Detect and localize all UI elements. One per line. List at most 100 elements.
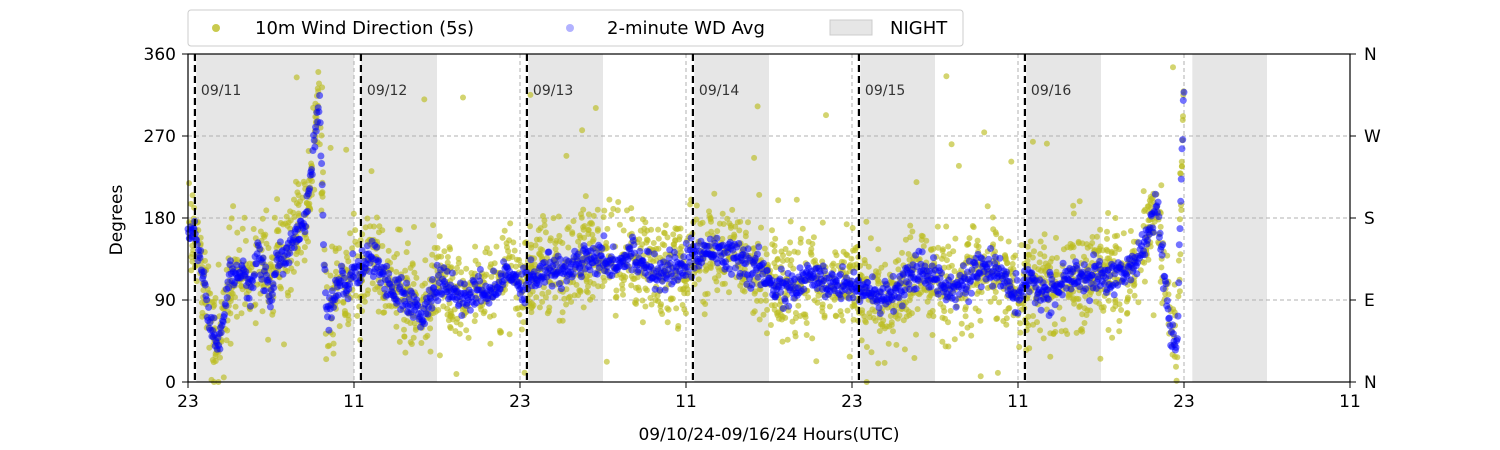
wind-direction-point xyxy=(421,96,428,103)
wind-direction-point xyxy=(555,213,562,220)
wind-direction-point xyxy=(215,261,222,268)
wind-direction-point xyxy=(875,360,882,367)
wind-direction-point xyxy=(468,270,475,276)
wind-direction-point xyxy=(902,236,909,243)
y-axis-title: Degrees xyxy=(107,184,127,255)
wd-avg-point xyxy=(1144,236,1151,244)
wind-direction-point xyxy=(775,197,782,204)
wind-direction-point xyxy=(876,328,883,335)
y-tick-label-4: 360 xyxy=(144,45,176,65)
wind-direction-point xyxy=(608,211,615,218)
wd-avg-point xyxy=(304,207,312,215)
wind-direction-point xyxy=(1096,300,1103,307)
x-tick-label-6: 23 xyxy=(1173,392,1195,412)
wind-direction-point xyxy=(791,248,798,255)
wd-avg-point xyxy=(317,152,325,160)
wd-avg-point xyxy=(636,247,644,255)
wd-avg-point xyxy=(1047,309,1055,317)
wind-direction-point xyxy=(190,247,197,254)
wd-avg-point xyxy=(900,291,908,299)
wd-avg-point xyxy=(1159,241,1167,249)
wind-direction-point xyxy=(754,103,761,110)
wd-avg-point xyxy=(363,242,371,250)
wd-avg-point xyxy=(1086,297,1094,305)
wd-avg-point xyxy=(249,284,257,292)
wd-avg-point xyxy=(890,307,898,315)
wind-direction-point xyxy=(952,235,959,242)
wind-direction-point xyxy=(1177,251,1184,258)
wind-direction-point xyxy=(487,340,494,347)
wind-direction-point xyxy=(268,263,275,270)
wind-direction-point xyxy=(370,223,377,230)
wind-direction-point xyxy=(585,211,592,218)
wind-direction-point xyxy=(756,316,763,323)
wind-direction-point xyxy=(1053,254,1060,261)
wd-avg-point xyxy=(379,270,387,278)
wind-direction-point xyxy=(729,206,736,213)
wind-direction-point xyxy=(1073,329,1080,336)
wind-direction-point xyxy=(981,129,988,136)
wind-direction-point xyxy=(263,240,270,247)
wd-avg-point xyxy=(837,295,845,303)
wind-direction-point xyxy=(1158,182,1165,189)
wd-avg-point xyxy=(268,290,276,298)
wd-avg-point xyxy=(205,303,213,311)
wind-direction-point xyxy=(619,281,626,288)
wind-direction-point xyxy=(354,241,361,248)
wind-direction-point xyxy=(487,313,493,320)
wind-direction-point xyxy=(749,245,756,252)
wind-direction-point xyxy=(814,299,821,306)
wd-avg-point xyxy=(630,241,638,249)
wind-direction-point xyxy=(905,251,912,257)
wind-direction-point xyxy=(528,241,534,248)
wd-avg-point xyxy=(318,160,326,167)
wind-direction-point xyxy=(444,259,451,266)
wind-direction-point xyxy=(1005,238,1012,245)
wind-direction-point xyxy=(812,257,818,264)
wd-avg-point xyxy=(1165,314,1173,322)
wd-avg-point xyxy=(200,268,208,276)
y-right-tick-label-4: N xyxy=(1364,45,1377,65)
wind-direction-point xyxy=(1116,318,1123,324)
wd-avg-point xyxy=(600,232,608,240)
wind-direction-point xyxy=(512,305,519,312)
wind-direction-point xyxy=(527,91,534,98)
wind-direction-point xyxy=(977,317,984,324)
wind-direction-point xyxy=(850,316,857,323)
wind-direction-point xyxy=(612,294,619,301)
wind-direction-point xyxy=(1108,250,1115,257)
wind-direction-point xyxy=(926,312,933,319)
wind-direction-point xyxy=(875,280,882,287)
wind-direction-point xyxy=(934,223,941,230)
wind-direction-point xyxy=(858,337,865,344)
wd-avg-point xyxy=(650,250,658,258)
wd-avg-point xyxy=(302,222,310,230)
wind-direction-point xyxy=(914,306,921,313)
wind-direction-point xyxy=(918,289,924,296)
wind-direction-point xyxy=(1145,203,1152,210)
wind-direction-point xyxy=(639,241,646,248)
wd-avg-point xyxy=(1169,321,1177,329)
wind-direction-point xyxy=(639,319,646,326)
wind-direction-point xyxy=(303,199,310,206)
wind-direction-point xyxy=(1079,311,1086,318)
wind-direction-point xyxy=(402,267,409,274)
wd-avg-point xyxy=(233,261,240,269)
wind-direction-point xyxy=(441,248,448,255)
wd-avg-point xyxy=(266,303,274,311)
wd-avg-point xyxy=(466,306,474,314)
wind-direction-point xyxy=(438,253,445,260)
wind-direction-point xyxy=(528,309,535,316)
wind-direction-point xyxy=(642,219,649,226)
wind-direction-point xyxy=(935,244,942,251)
wd-avg-point xyxy=(394,297,402,305)
wind-direction-point xyxy=(606,196,613,203)
wind-direction-point xyxy=(1018,242,1025,249)
wind-direction-point xyxy=(655,235,662,242)
wind-direction-point xyxy=(499,234,506,241)
wind-direction-point xyxy=(401,333,408,340)
wind-direction-point xyxy=(542,294,549,301)
wd-avg-point xyxy=(663,275,671,283)
wd-avg-point xyxy=(477,297,485,305)
wd-avg-point xyxy=(623,261,631,269)
